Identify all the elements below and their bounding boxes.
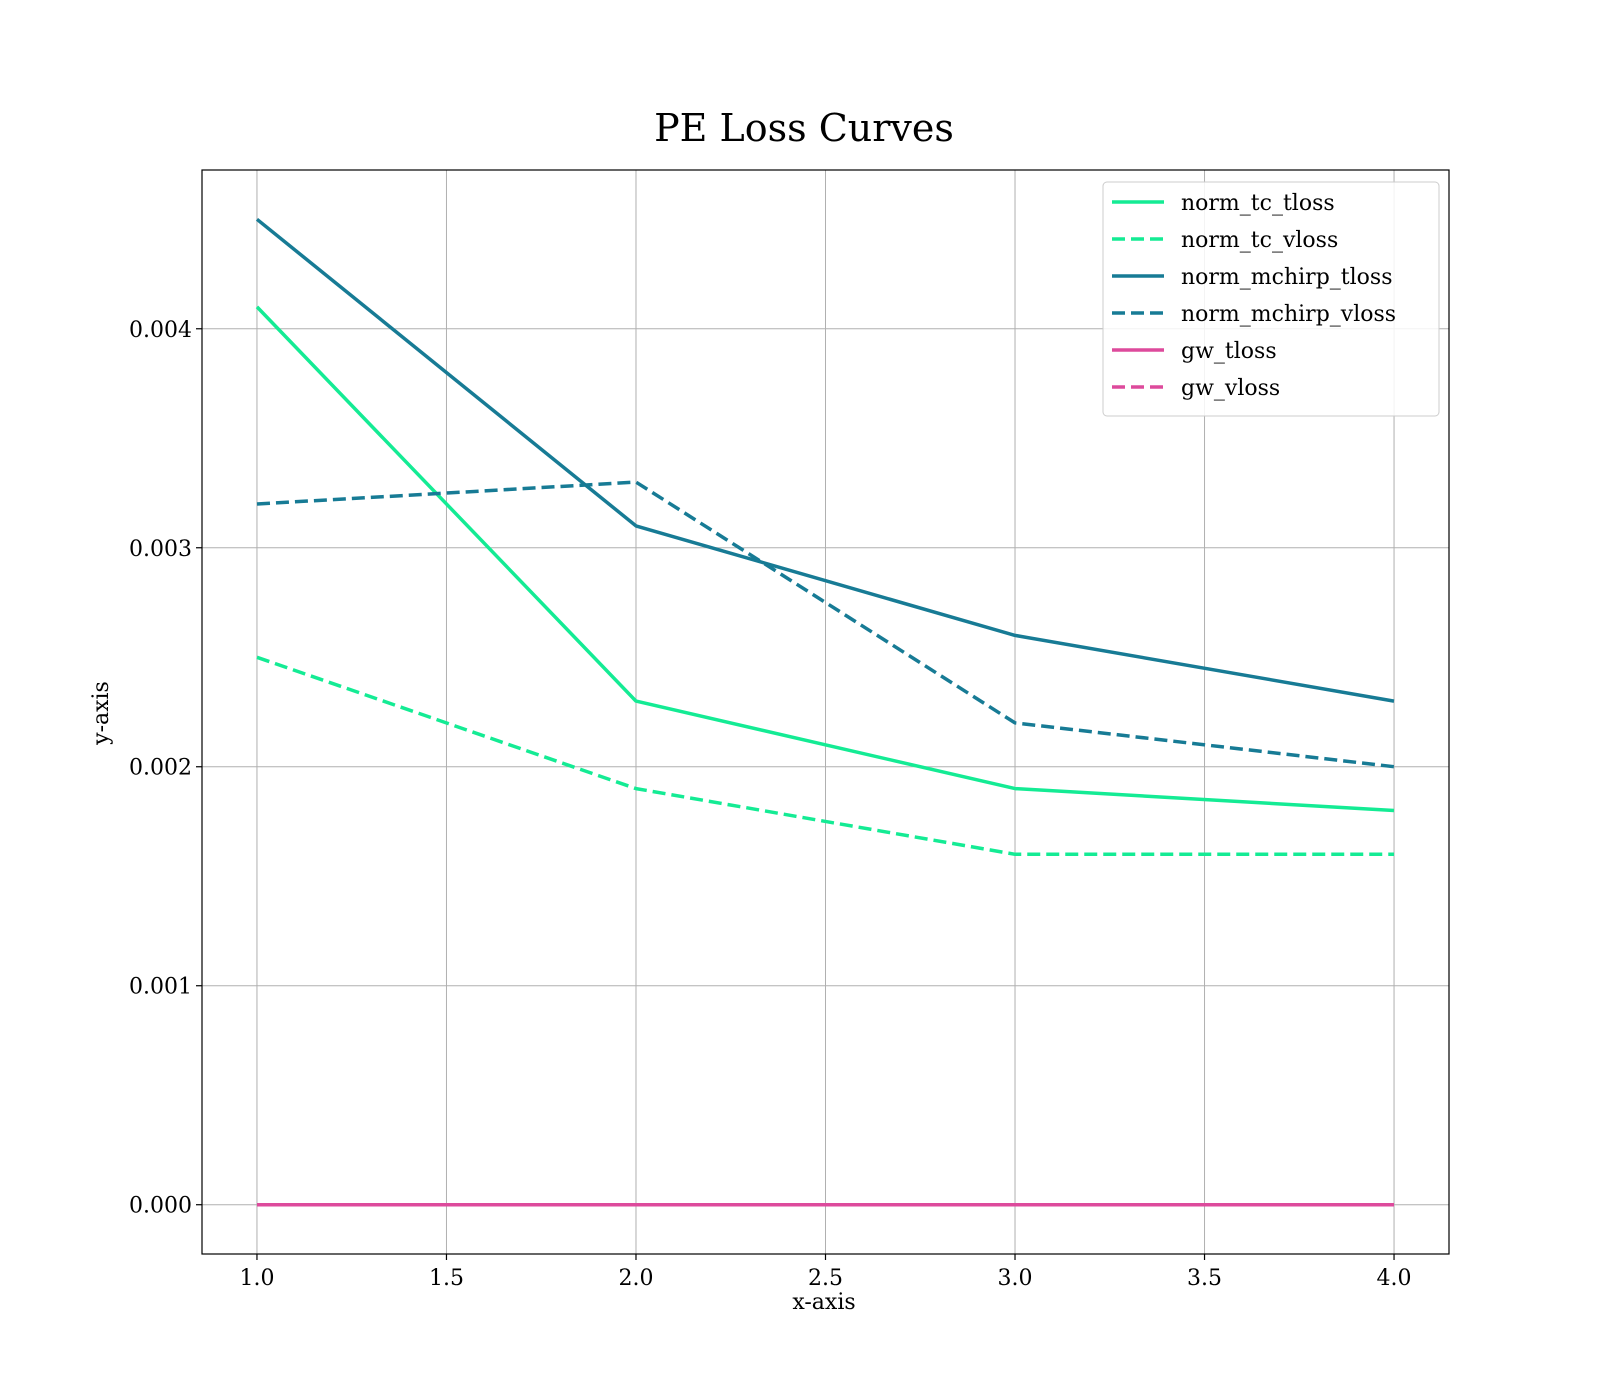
x-tick-label: 2.0: [618, 1266, 653, 1291]
legend-box: [1102, 181, 1440, 417]
series-line-norm-mchirp-vloss: [256, 480, 1395, 769]
legend: norm_tc_tloss norm_tc_vloss norm_mchirp_tl…: [1102, 181, 1440, 417]
x-axis-ticks: 1.0 1.5 2.0 2.5 3.0 3.5 4.0: [239, 1254, 1412, 1291]
x-tick-label: 2.5: [808, 1266, 843, 1291]
series-line-norm-tc-tloss: [255, 305, 1395, 813]
y-tick-label: 0.003: [129, 537, 192, 562]
x-tick-label: 3.0: [998, 1266, 1033, 1291]
y-tick-label: 0.004: [129, 318, 192, 343]
x-tick-label: 1.0: [239, 1266, 274, 1291]
y-axis-ticks: 0.000 0.001 0.002 0.003 0.004: [129, 318, 202, 1219]
legend-label: gw_tloss: [1181, 339, 1277, 364]
x-axis-label: x-axis: [792, 1290, 855, 1315]
legend-label: norm_mchirp_vloss: [1181, 302, 1396, 327]
legend-label: norm_tc_vloss: [1181, 228, 1338, 253]
series-line-norm-tc-vloss: [256, 655, 1394, 857]
legend-label: norm_mchirp_tloss: [1181, 265, 1392, 290]
chart-title: PE Loss Curves: [654, 106, 954, 150]
series-layer: [255, 217, 1395, 1207]
y-axis-label: y-axis: [89, 681, 114, 746]
series-line-norm-mchirp-tloss: [255, 217, 1395, 703]
y-tick-label: 0.001: [129, 975, 192, 1000]
x-tick-label: 1.5: [429, 1266, 464, 1291]
y-tick-label: 0.002: [129, 756, 192, 781]
x-tick-label: 3.5: [1187, 1266, 1222, 1291]
legend-label: gw_vloss: [1181, 376, 1280, 401]
legend-label: norm_tc_tloss: [1181, 191, 1335, 216]
x-tick-label: 4.0: [1377, 1266, 1412, 1291]
y-tick-label: 0.000: [129, 1194, 192, 1219]
